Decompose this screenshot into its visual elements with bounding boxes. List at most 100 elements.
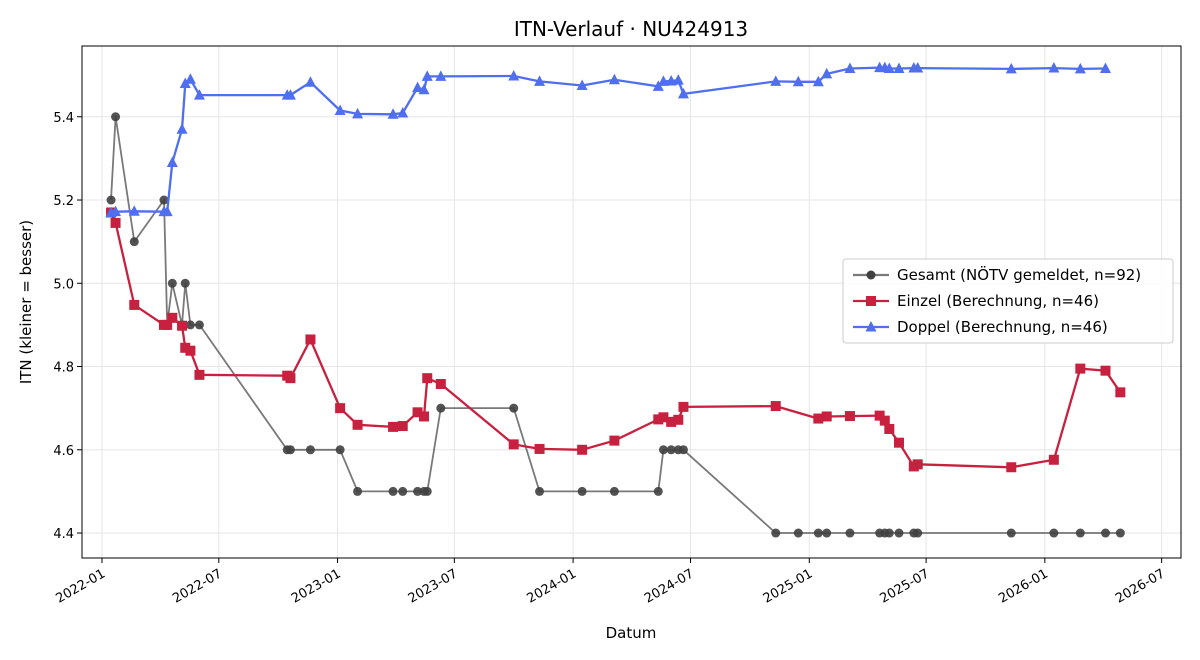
data-point <box>912 459 923 470</box>
data-point <box>845 528 855 538</box>
data-point <box>508 439 519 450</box>
x-axis: 2022-01 2022-07 2023-01 2023-07 2024-01 2024-… <box>53 558 1168 607</box>
series-layer <box>105 61 1126 538</box>
data-point <box>419 411 430 422</box>
data-point <box>1048 454 1059 465</box>
data-point <box>185 320 195 330</box>
series-triangle <box>105 61 1111 218</box>
data-point <box>435 379 446 390</box>
data-point <box>352 107 364 119</box>
x-tick-label: 2025-07 <box>878 566 933 606</box>
y-tick-label: 5.2 <box>53 194 74 209</box>
data-point <box>609 486 619 496</box>
data-point <box>194 369 205 380</box>
x-tick-label: 2025-01 <box>761 566 816 606</box>
data-point <box>422 373 433 384</box>
data-point <box>194 320 204 330</box>
data-point <box>508 69 520 81</box>
data-point <box>180 342 191 353</box>
data-point <box>1115 528 1125 538</box>
data-point <box>106 195 116 205</box>
series-line <box>110 115 1121 534</box>
data-point <box>388 486 398 496</box>
data-point <box>884 528 894 538</box>
x-axis-label: Datum <box>606 624 657 642</box>
data-point <box>412 81 424 93</box>
legend-label: Einzel (Berechnung, n=46) <box>897 292 1099 310</box>
data-point <box>883 62 895 73</box>
legend-box <box>842 258 1174 344</box>
data-point <box>576 79 588 91</box>
data-point <box>653 414 664 425</box>
data-point <box>535 486 545 496</box>
data-point <box>1075 363 1086 374</box>
data-point <box>1115 387 1126 398</box>
legend-item: Gesamt (NÖTV gemeldet, n=92) <box>853 265 1141 284</box>
y-tick-label: 5.0 <box>53 277 74 292</box>
data-point <box>179 77 191 88</box>
plot-frame <box>81 45 1182 559</box>
data-point <box>673 414 684 425</box>
data-point <box>534 75 546 86</box>
series-circle <box>106 112 1125 538</box>
legend-marker <box>865 321 877 332</box>
data-point <box>912 62 924 73</box>
data-point <box>874 410 885 421</box>
data-point <box>657 75 669 86</box>
data-point <box>821 67 833 79</box>
data-point <box>285 445 295 455</box>
x-tick-label: 2026-07 <box>1113 566 1168 606</box>
x-tick-label: 2022-01 <box>53 566 108 606</box>
data-point <box>509 403 519 413</box>
data-point <box>180 278 190 288</box>
x-tick-label: 2026-01 <box>996 566 1051 606</box>
y-tick-label: 4.8 <box>53 361 74 376</box>
legend-label: Doppel (Berechnung, n=46) <box>897 318 1108 336</box>
data-point <box>844 411 855 422</box>
data-point <box>128 205 140 216</box>
data-point <box>334 104 346 116</box>
y-axis: 4.4 4.6 4.8 5.0 5.2 5.4 <box>53 111 82 542</box>
data-point <box>352 419 363 430</box>
series-line <box>110 66 1106 214</box>
data-point <box>893 437 904 448</box>
data-point <box>162 319 173 330</box>
data-point <box>893 62 905 73</box>
data-point <box>609 435 620 446</box>
data-point <box>397 421 408 432</box>
data-point <box>1100 365 1111 376</box>
data-point <box>161 205 173 217</box>
y-tick-label: 4.4 <box>53 527 74 542</box>
legend-label: Gesamt (NÖTV gemeldet, n=92) <box>897 265 1141 284</box>
legend-marker <box>866 296 876 306</box>
y-axis-label: ITN (kleiner = besser) <box>17 220 35 384</box>
data-point <box>879 415 890 426</box>
data-point <box>1099 62 1111 73</box>
data-point <box>304 76 316 87</box>
data-point <box>813 413 824 424</box>
data-point <box>658 412 669 423</box>
data-point <box>677 87 689 99</box>
data-point <box>678 401 689 412</box>
data-point <box>666 445 676 455</box>
data-point <box>335 445 345 455</box>
data-point <box>177 320 188 331</box>
data-point <box>1005 62 1017 74</box>
data-point <box>305 445 315 455</box>
legend-marker <box>866 270 876 280</box>
data-point <box>1006 462 1017 473</box>
chart-title: ITN-Verlauf · NU424913 <box>514 17 748 41</box>
data-point <box>1006 528 1016 538</box>
data-point <box>771 528 781 538</box>
data-point <box>1075 528 1085 538</box>
data-point <box>608 73 620 85</box>
data-point <box>913 528 923 538</box>
legend-item: Einzel (Berechnung, n=46) <box>853 292 1099 310</box>
data-point <box>305 334 316 345</box>
x-tick-label: 2024-01 <box>525 566 580 606</box>
data-point <box>844 62 856 73</box>
data-point <box>1048 62 1060 73</box>
data-point <box>421 70 433 81</box>
data-point <box>185 345 196 356</box>
